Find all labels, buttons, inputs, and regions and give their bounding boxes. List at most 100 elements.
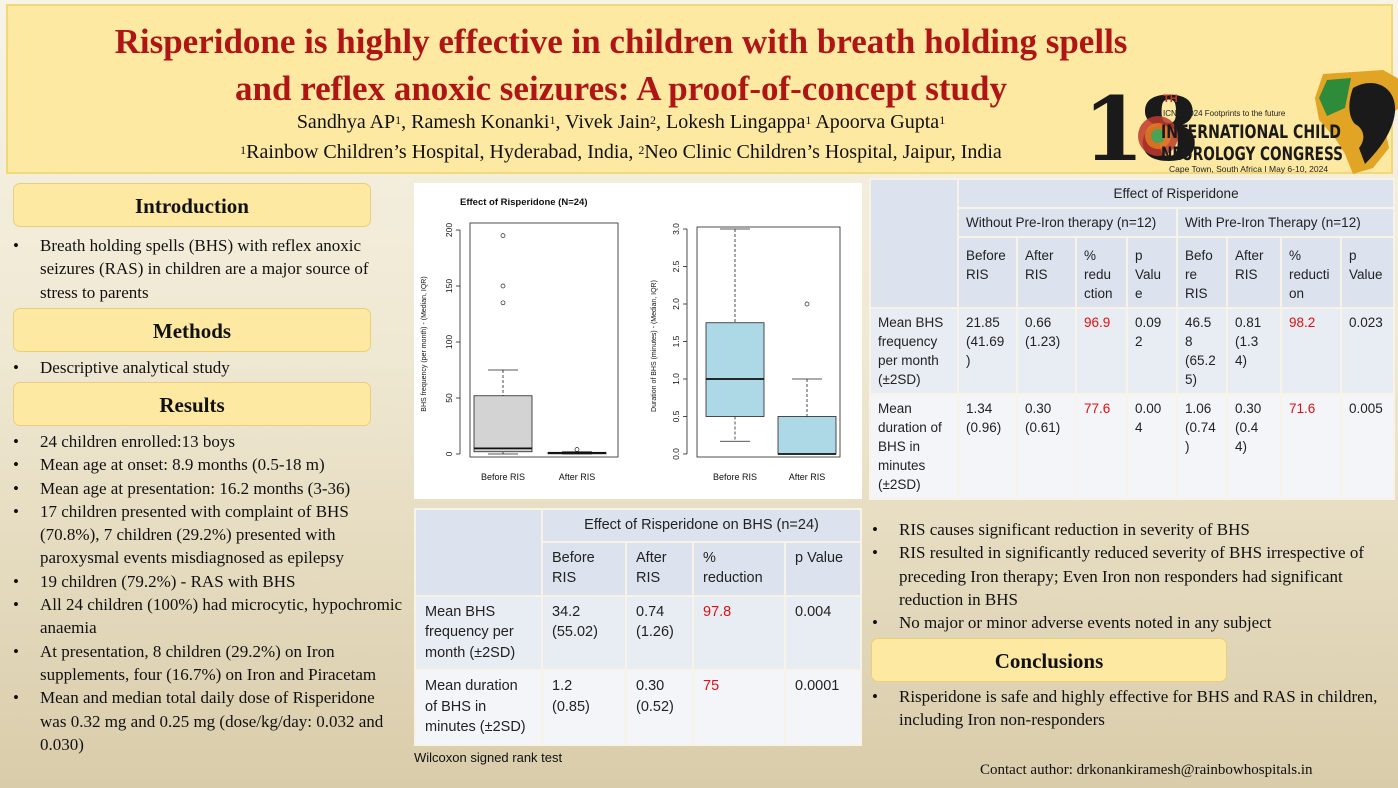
findings-list: RIS causes significant reduction in seve…	[872, 518, 1372, 635]
affiliation-text: Rainbow Children’s Hospital, Hyderabad, …	[246, 141, 639, 163]
conclusions-bullet: Risperidone is safe and highly effective…	[872, 685, 1382, 732]
table-row: Mean BHS frequency per month (±2SD) 34.2(…	[414, 594, 862, 672]
chart-title: Effect of Risperidone (N=24)	[460, 197, 587, 208]
results-bullet: Mean age at onset: 8.9 months (0.5-18 m)	[13, 453, 405, 477]
table-row: Mean duration of BHS in minutes (±2SD) 1.…	[869, 393, 1396, 500]
y-tick-label: 3.0	[671, 223, 681, 235]
findings-bullet: RIS causes significant reduction in seve…	[872, 518, 1372, 542]
affiliation-list: 1Rainbow Children’s Hospital, Hyderabad,…	[8, 140, 1234, 164]
table-cell: 21.85 (41.69)	[957, 307, 1018, 395]
y-tick-label: 2.5	[671, 260, 681, 272]
outlier-point	[500, 233, 506, 238]
author-name: Vivek Jain	[565, 111, 651, 133]
conclusions-list: Risperidone is safe and highly effective…	[872, 685, 1382, 732]
logo-superscript: TH	[1163, 93, 1178, 105]
affiliation-mark: 2	[638, 143, 645, 157]
author-name: Sandhya AP	[296, 111, 396, 133]
results-bullet: All 24 children (100%) had microcytic, h…	[13, 593, 405, 640]
author-affiliation-mark: 1	[395, 113, 402, 127]
author-affiliation-mark: 1	[549, 113, 556, 127]
y-tick-label: 50	[444, 393, 454, 403]
table-cell: 0.09 2	[1126, 307, 1178, 395]
author-affiliation-mark: 1	[939, 113, 946, 127]
y-tick-label: 0.0	[671, 448, 681, 460]
results-bullet: 19 children (79.2%) - RAS with BHS	[13, 570, 405, 594]
table-cell: 0.023	[1339, 307, 1396, 395]
y-tick-label: 1.0	[671, 373, 681, 385]
column-header: After RIS	[625, 540, 694, 597]
group-header: With Pre-Iron Therapy (n=12)	[1175, 207, 1396, 238]
boxplot-svg: Effect of Risperidone (N=24) 0 50 100 150 200…	[421, 197, 841, 482]
table-cell: 1.2 (0.85)	[541, 669, 627, 746]
author-name: Ramesh Konanki	[411, 111, 550, 133]
table-row: Effect of Risperidone on BHS (n=24)	[414, 508, 862, 597]
outlier-point	[574, 447, 580, 452]
corner-cell	[414, 508, 543, 597]
logo-tagline: ICNC 2024 Footprints to the future	[1163, 109, 1286, 118]
y-tick-label: 200	[444, 223, 454, 237]
logo-name-line-2: NEUROLOGY CONGRESS	[1161, 143, 1343, 165]
row-label: Mean duration of BHS in minutes (±2SD)	[414, 669, 543, 746]
table-cell: 1.34 (0.96)	[957, 393, 1018, 500]
table-row: Mean duration of BHS in minutes (±2SD) 1.…	[414, 669, 862, 746]
table-cell: 1.06 (0.74)	[1176, 393, 1228, 500]
outlier-point	[500, 283, 506, 289]
table-cell: 46.5 8 (65.2 5)	[1176, 307, 1228, 395]
table-cell: 71.6	[1280, 393, 1342, 500]
y-axis-label: BHS frequency (per month) - (Median, IQR…	[421, 276, 428, 411]
outlier-point	[804, 301, 810, 307]
row-label: Mean BHS frequency per month (±2SD)	[414, 594, 543, 672]
methods-list: Descriptive analytical study	[13, 356, 393, 380]
row-label: Mean BHS frequency per month (±2SD)	[869, 307, 959, 395]
contact-author: Contact author: drkonankiramesh@rainbowh…	[980, 762, 1313, 778]
table-cell: 0.74 (1.26)	[625, 594, 694, 672]
iron-therapy-table: Effect of Risperidone Without Pre-Iron th…	[869, 178, 1396, 500]
x-tick-label: After RIS	[789, 472, 826, 482]
x-tick-label: Before RIS	[481, 472, 525, 482]
y-tick-label: 0	[444, 451, 454, 456]
table-title: Effect of Risperidone on BHS (n=24)	[541, 508, 862, 543]
table-cell: 0.0001	[784, 669, 862, 746]
table-cell: 0.005	[1339, 393, 1396, 500]
column-header: After RIS	[1016, 236, 1077, 309]
table-cell: 75	[692, 669, 786, 746]
y-tick-label: 100	[444, 335, 454, 349]
poster-header: Risperidone is highly effective in child…	[6, 4, 1398, 176]
logo-location: Cape Town, South Africa I May 6-10, 2024	[1169, 164, 1328, 174]
affiliation-text: Neo Clinic Children’s Hospital, Jaipur, …	[644, 141, 1002, 163]
table-cell: 98.2	[1280, 307, 1342, 395]
author-affiliation-mark: 2	[650, 113, 657, 127]
y-axis-label: Duration of BHS (minutes) - (Median, IQR…	[651, 280, 658, 412]
face-silhouette-icon	[1349, 82, 1396, 164]
findings-bullet: No major or minor adverse events noted i…	[872, 611, 1372, 635]
introduction-list: Breath holding spells (BHS) with reflex …	[13, 234, 393, 304]
findings-bullet: RIS resulted in significantly reduced se…	[872, 541, 1372, 611]
table-cell: 0.66 (1.23)	[1016, 307, 1077, 395]
table-row: Effect of Risperidone	[869, 178, 1396, 309]
table-cell: 0.30 (0.61)	[1016, 393, 1077, 500]
title-line-2: and reflex anoxic seizures: A proof-of-c…	[235, 69, 1007, 108]
results-bullet: 24 children enrolled:13 boys	[13, 430, 405, 454]
table-cell: 96.9	[1075, 307, 1128, 395]
corner-cell	[869, 178, 959, 309]
methods-heading: Methods	[13, 308, 371, 352]
introduction-heading: Introduction	[13, 183, 371, 227]
author-name: Apoorva Gupta	[815, 111, 940, 133]
boxplot-figure: Effect of Risperidone (N=24) 0 50 100 150 200…	[414, 183, 862, 499]
conclusions-heading: Conclusions	[871, 638, 1227, 682]
results-heading: Results	[13, 382, 371, 426]
y-tick-label: 150	[444, 279, 454, 293]
x-tick-label: After RIS	[559, 472, 596, 482]
poster-title: Risperidone is highly effective in child…	[8, 18, 1234, 112]
table-row: Without Pre-Iron therapy (n=12) With Pre-…	[870, 207, 1396, 238]
box	[473, 395, 533, 453]
box	[705, 322, 765, 417]
logo-name-line-1: INTERNATIONAL CHILD	[1161, 121, 1341, 143]
results-bullet: Mean age at presentation: 16.2 months (3…	[13, 477, 405, 501]
box	[777, 416, 837, 455]
table-row: Before RIS After RIS% reduction p Value	[415, 540, 862, 597]
